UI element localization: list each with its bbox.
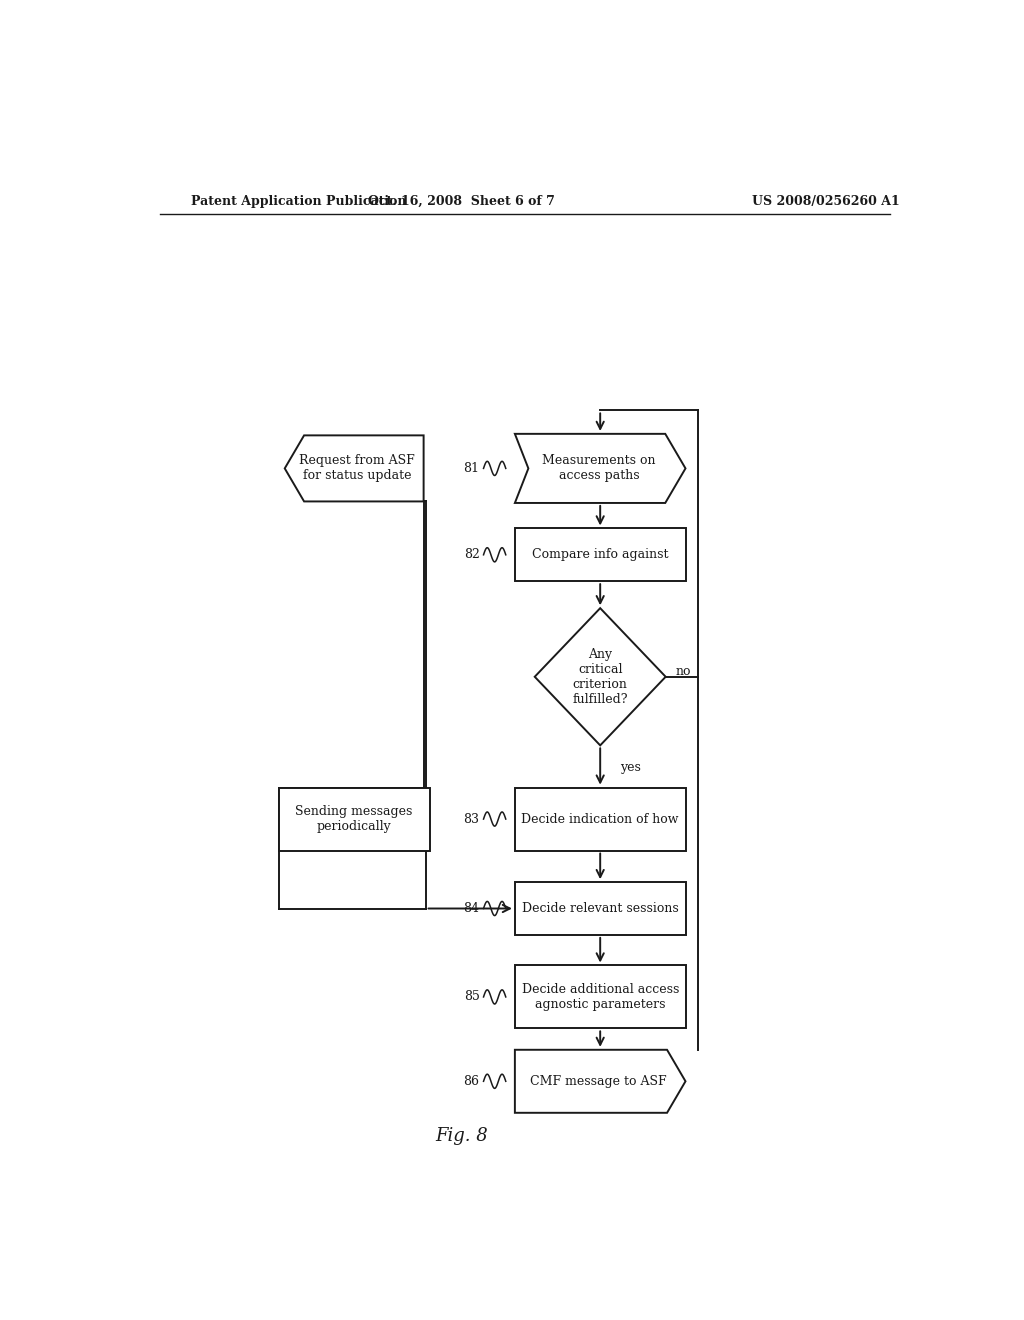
Text: Patent Application Publication: Patent Application Publication xyxy=(191,194,407,207)
Text: Any
critical
criterion
fulfilled?: Any critical criterion fulfilled? xyxy=(572,648,628,706)
FancyBboxPatch shape xyxy=(515,528,685,581)
Text: 85: 85 xyxy=(464,990,479,1003)
Text: no: no xyxy=(675,665,690,678)
Text: 81: 81 xyxy=(464,462,479,475)
FancyBboxPatch shape xyxy=(279,788,430,850)
Text: Measurements on
access paths: Measurements on access paths xyxy=(543,454,656,482)
Text: Fig. 8: Fig. 8 xyxy=(435,1127,487,1146)
Text: Oct. 16, 2008  Sheet 6 of 7: Oct. 16, 2008 Sheet 6 of 7 xyxy=(368,194,555,207)
Text: 86: 86 xyxy=(464,1074,479,1088)
Polygon shape xyxy=(285,436,424,502)
Text: 84: 84 xyxy=(464,902,479,915)
Text: CMF message to ASF: CMF message to ASF xyxy=(530,1074,667,1088)
Text: yes: yes xyxy=(620,762,641,775)
Text: Decide additional access
agnostic parameters: Decide additional access agnostic parame… xyxy=(521,983,679,1011)
Text: Decide relevant sessions: Decide relevant sessions xyxy=(522,902,679,915)
Text: Compare info against: Compare info against xyxy=(531,548,669,561)
FancyBboxPatch shape xyxy=(515,965,685,1028)
Text: Request from ASF
for status update: Request from ASF for status update xyxy=(299,454,415,482)
Text: Decide indication of how: Decide indication of how xyxy=(521,813,679,825)
Text: 82: 82 xyxy=(464,548,479,561)
Polygon shape xyxy=(515,1049,685,1113)
Polygon shape xyxy=(515,434,685,503)
FancyBboxPatch shape xyxy=(515,788,685,850)
Polygon shape xyxy=(535,609,666,746)
FancyBboxPatch shape xyxy=(515,882,685,935)
Text: Sending messages
periodically: Sending messages periodically xyxy=(296,805,413,833)
Text: 83: 83 xyxy=(464,813,479,825)
Text: US 2008/0256260 A1: US 2008/0256260 A1 xyxy=(753,194,900,207)
